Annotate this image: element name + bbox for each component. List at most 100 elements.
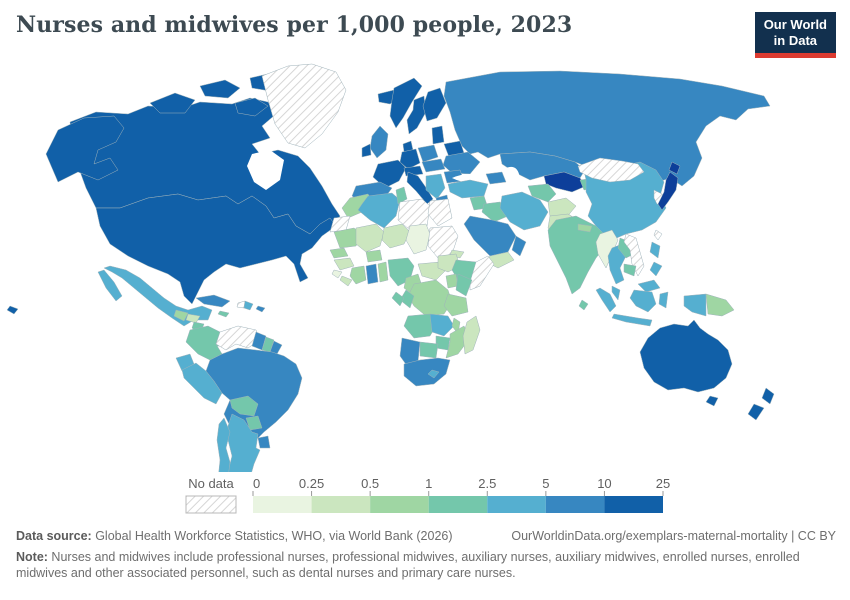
country-vietnam[interactable] [623,233,645,277]
country-indonesia[interactable] [683,293,707,317]
country-ivory-coast[interactable] [349,265,367,285]
country-chad[interactable] [405,223,431,255]
country-ghana[interactable] [365,263,379,285]
country-turkmenistan[interactable] [527,183,557,203]
legend-bin-0-0.25[interactable] [253,496,312,513]
country-united-states[interactable] [45,115,125,183]
country-papua-new-guinea[interactable] [705,293,735,317]
country-canada[interactable] [149,92,196,114]
country-gabon[interactable] [391,291,405,307]
legend-no-data-swatch[interactable] [185,495,237,514]
country-turkey[interactable] [447,179,489,199]
country-sierra-leone[interactable] [331,269,343,279]
country-liberia[interactable] [339,275,353,287]
country-mongolia[interactable] [577,157,645,183]
country-france[interactable] [372,159,407,189]
legend-bin-5-10[interactable] [545,496,605,513]
legend-bin-1-2.5[interactable] [428,496,488,513]
owid-logo-line2: in Data [773,33,818,49]
country-australia[interactable] [639,319,733,393]
legend-bin-0.25-0.5[interactable] [311,496,371,513]
country-mexico[interactable] [97,269,123,302]
country-cambodia[interactable] [623,263,637,277]
country-guatemala[interactable] [173,309,189,322]
country-indonesia[interactable] [629,289,657,313]
country-australia[interactable] [705,395,719,407]
country-ukraine[interactable] [442,151,481,175]
country-puerto-rico[interactable] [255,305,266,313]
country-finland[interactable] [422,87,447,122]
country-new-zealand[interactable] [747,403,765,421]
country-czechia-hungary[interactable] [421,158,446,173]
legend-bin-10-25[interactable] [604,496,663,513]
country-kenya[interactable] [455,273,473,297]
country-tunisia[interactable] [395,186,408,205]
country-bolivia[interactable] [229,395,259,417]
country-indonesia[interactable] [595,287,617,313]
country-nepal[interactable] [577,223,593,233]
country-ireland[interactable] [361,143,372,158]
country-mexico[interactable] [103,265,213,327]
country-argentina[interactable] [227,413,261,472]
country-japan[interactable] [668,161,681,175]
country-new-zealand[interactable] [761,387,775,405]
country-philippines[interactable] [649,261,663,277]
country-sweden[interactable] [406,95,427,135]
country-afghanistan[interactable] [547,197,577,219]
country-hawaii[interactable] [6,305,19,315]
country-cuba[interactable] [195,294,231,308]
country-iran[interactable] [499,191,549,231]
country-paraguay[interactable] [245,415,263,431]
country-zimbabwe[interactable] [435,335,451,351]
country-philippines[interactable] [649,241,661,259]
country-niger[interactable] [381,223,411,249]
country-united-kingdom[interactable] [369,125,389,159]
country-chile[interactable] [216,417,236,472]
country-saudi-arabia[interactable] [463,215,517,257]
country-norway[interactable] [389,77,423,129]
country-sri-lanka[interactable] [578,299,589,311]
legend-bin-2.5-5[interactable] [487,496,546,513]
country-zambia[interactable] [429,313,455,337]
country-lesotho[interactable] [427,369,440,379]
country-tanzania[interactable] [443,293,469,317]
country-indonesia[interactable] [611,313,653,327]
country-haiti[interactable] [236,300,246,309]
owid-link[interactable]: OurWorldinData.org/exemplars-maternal-mo… [511,529,836,543]
country-uganda[interactable] [445,273,459,289]
country-mali[interactable] [355,223,385,253]
country-south-africa[interactable] [403,357,451,387]
country-guinea[interactable] [333,257,355,271]
owid-logo[interactable]: Our World in Data [754,12,836,58]
country-dominican-republic[interactable] [243,300,254,311]
country-malaysia[interactable] [637,279,661,293]
country-japan[interactable] [657,171,679,211]
country-baltics[interactable] [431,125,445,145]
country-malaysia[interactable] [611,285,621,301]
country-uruguay[interactable] [257,435,271,449]
country-balkans[interactable] [425,173,446,200]
country-canada[interactable] [234,97,269,117]
country-indonesia[interactable] [658,291,669,309]
country-united-states[interactable] [95,193,337,305]
country-oman[interactable] [511,235,527,257]
country-burkina-faso[interactable] [365,249,383,263]
country-greenland[interactable] [261,63,347,149]
country-botswana[interactable] [419,341,439,359]
country-jamaica[interactable] [217,310,230,318]
country-dr-congo[interactable] [407,279,453,317]
country-china[interactable] [583,161,667,241]
legend-bin-0.5-1[interactable] [370,496,429,513]
country-caucasus[interactable] [485,171,507,185]
country-poland[interactable] [417,144,439,163]
country-canada[interactable] [199,79,241,99]
country-peru[interactable] [181,362,223,405]
country-somalia[interactable] [469,255,495,291]
country-senegal[interactable] [329,247,349,259]
country-germany[interactable] [399,148,421,170]
country-venezuela[interactable] [215,325,261,351]
country-madagascar[interactable] [462,315,481,355]
country-taiwan[interactable] [653,229,663,241]
country-egypt[interactable] [427,198,453,227]
country-togo-benin[interactable] [377,261,389,283]
